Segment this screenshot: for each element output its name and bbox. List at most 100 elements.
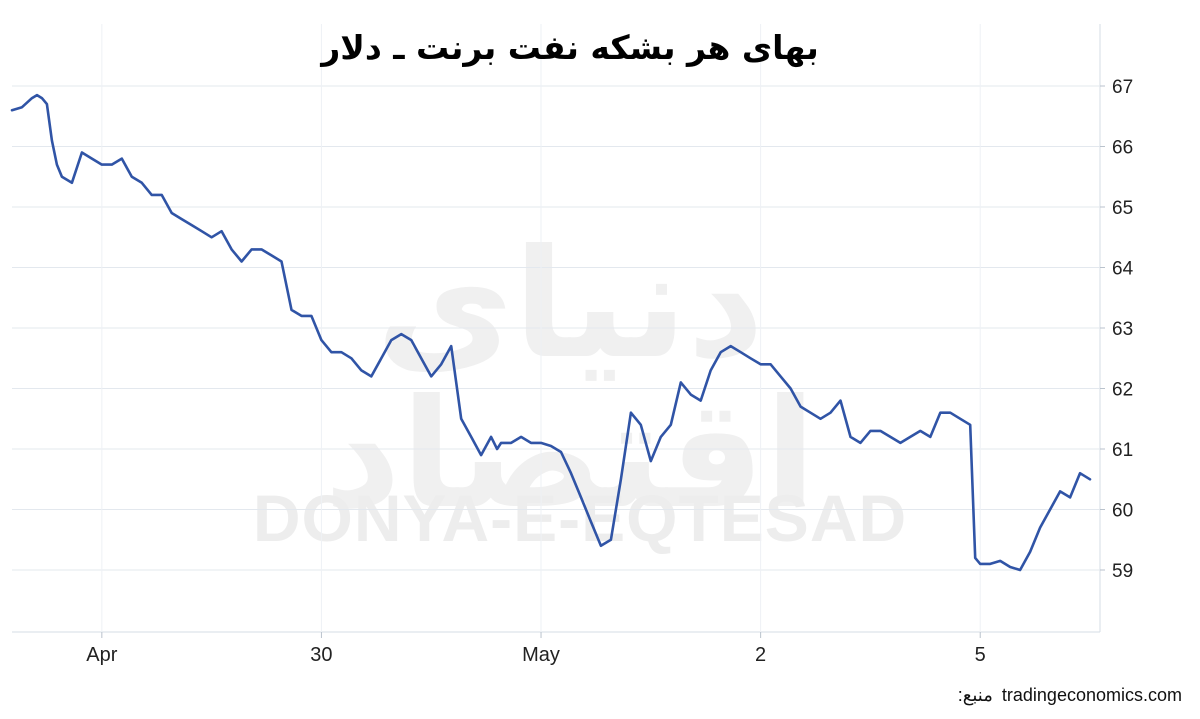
data-point (121, 158, 123, 160)
data-point (370, 375, 372, 377)
data-point (869, 430, 872, 432)
data-point (101, 164, 103, 166)
series-line (10, 93, 1092, 572)
data-point (909, 436, 911, 438)
data-point (959, 418, 961, 420)
data-point (1079, 472, 1081, 474)
source-label: منبع: (957, 685, 993, 705)
data-point (849, 436, 852, 438)
data-point (790, 387, 792, 390)
data-point (999, 560, 1001, 562)
data-point (380, 357, 382, 359)
data-point (690, 394, 692, 396)
data-point (151, 194, 153, 196)
data-point (181, 218, 183, 220)
data-point (201, 230, 203, 232)
y-tick-label: 66 (1112, 138, 1133, 159)
data-point (680, 381, 682, 383)
data-point (1029, 551, 1031, 553)
data-point (496, 448, 498, 450)
data-point (260, 248, 263, 250)
data-point (770, 363, 772, 365)
data-point (36, 94, 38, 96)
data-point (440, 363, 442, 365)
y-tick-label: 59 (1112, 561, 1133, 582)
chart-title: بهای هر بشکه نفت برنت ـ دلار (321, 28, 819, 67)
data-point (360, 369, 362, 371)
y-tick-label: 65 (1112, 198, 1133, 219)
y-tick-label: 61 (1112, 440, 1133, 461)
data-point (340, 351, 342, 353)
x-tick-label: 2 (755, 644, 766, 666)
data-point (700, 400, 702, 402)
data-point (879, 430, 882, 432)
data-point (191, 224, 193, 226)
source-site: tradingeconomics.com (1001, 685, 1182, 705)
data-point (979, 563, 981, 565)
data-point (500, 442, 502, 444)
data-point (730, 345, 732, 347)
data-point (330, 351, 332, 353)
data-point (300, 315, 303, 317)
data-point (1049, 508, 1051, 511)
data-point (171, 212, 173, 214)
data-point (41, 97, 43, 99)
data-point (560, 451, 562, 453)
y-tick-label: 60 (1112, 501, 1133, 522)
x-tick-label: May (522, 644, 560, 666)
data-point (1039, 527, 1041, 529)
data-point (540, 442, 542, 444)
data-point (859, 442, 862, 444)
data-point (320, 339, 322, 341)
data-point (71, 182, 73, 184)
data-point (390, 339, 392, 341)
data-point (56, 164, 58, 166)
data-point (1009, 566, 1011, 568)
data-point (989, 563, 991, 565)
data-point (1059, 490, 1061, 492)
data-point (350, 357, 352, 359)
data-point (620, 478, 622, 480)
data-point (91, 158, 93, 160)
data-point (221, 230, 223, 232)
data-point (530, 442, 532, 444)
data-point (740, 351, 742, 353)
data-point (590, 521, 592, 523)
x-tick-label: Apr (86, 644, 117, 666)
data-point (969, 424, 971, 426)
data-point (809, 412, 812, 414)
data-point (51, 139, 53, 142)
data-point (280, 260, 283, 263)
y-tick-label: 62 (1112, 380, 1133, 401)
data-point (580, 496, 582, 498)
data-point (131, 176, 133, 178)
data-point (470, 436, 472, 438)
data-point (750, 357, 752, 359)
data-point (600, 545, 602, 547)
data-point (929, 436, 931, 438)
data-point (241, 260, 243, 263)
data-point (630, 412, 632, 414)
data-point (410, 339, 412, 341)
data-point (974, 557, 976, 559)
data-point (251, 248, 253, 250)
y-tick-label: 64 (1112, 259, 1134, 280)
data-point (760, 363, 762, 365)
data-point (61, 176, 63, 178)
data-point (270, 254, 273, 256)
data-point (720, 351, 722, 353)
data-point (493, 442, 495, 444)
data-point (670, 424, 672, 426)
data-point (1069, 496, 1071, 498)
data-point (450, 345, 452, 347)
data-point (21, 106, 23, 108)
data-point (949, 412, 951, 414)
data-point (480, 454, 482, 456)
data-point (81, 151, 83, 154)
y-tick-label: 67 (1112, 77, 1133, 98)
data-point (161, 194, 163, 196)
y-tick-label: 63 (1112, 319, 1133, 340)
data-point (231, 248, 233, 250)
